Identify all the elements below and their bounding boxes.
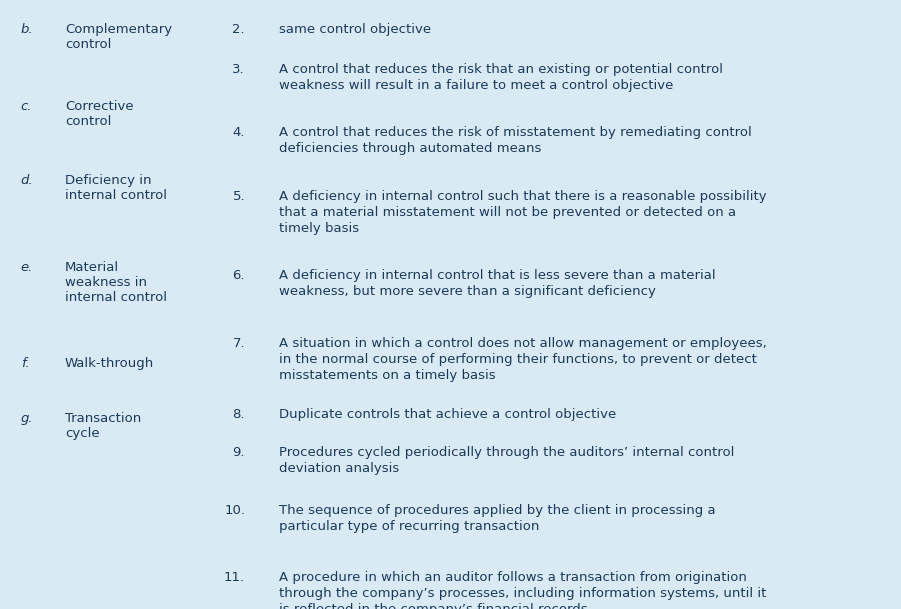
Text: f.: f.	[21, 357, 30, 370]
Text: A situation in which a control does not allow management or employees,
in the no: A situation in which a control does not …	[279, 337, 767, 382]
Text: Corrective
control: Corrective control	[65, 100, 133, 128]
Text: 2.: 2.	[232, 23, 245, 36]
Text: e.: e.	[21, 261, 33, 273]
Text: 6.: 6.	[232, 269, 245, 282]
Text: 4.: 4.	[232, 126, 245, 139]
Text: 7.: 7.	[232, 337, 245, 350]
Text: A control that reduces the risk that an existing or potential control
weakness w: A control that reduces the risk that an …	[279, 63, 724, 93]
Text: Duplicate controls that achieve a control objective: Duplicate controls that achieve a contro…	[279, 408, 616, 421]
Text: 3.: 3.	[232, 63, 245, 76]
Text: A control that reduces the risk of misstatement by remediating control
deficienc: A control that reduces the risk of misst…	[279, 126, 752, 155]
Text: Material
weakness in
internal control: Material weakness in internal control	[65, 261, 167, 304]
Text: Procedures cycled periodically through the auditors’ internal control
deviation : Procedures cycled periodically through t…	[279, 446, 734, 476]
Text: Deficiency in
internal control: Deficiency in internal control	[65, 174, 167, 202]
Text: Walk-through: Walk-through	[65, 357, 154, 370]
Text: Transaction
cycle: Transaction cycle	[65, 412, 141, 440]
Text: b.: b.	[21, 23, 33, 36]
Text: The sequence of procedures applied by the client in processing a
particular type: The sequence of procedures applied by th…	[279, 504, 716, 533]
Text: 11.: 11.	[224, 571, 245, 584]
Text: d.: d.	[21, 174, 33, 187]
Text: A deficiency in internal control that is less severe than a material
weakness, b: A deficiency in internal control that is…	[279, 269, 716, 298]
Text: 10.: 10.	[224, 504, 245, 516]
Text: c.: c.	[21, 100, 32, 113]
Text: g.: g.	[21, 412, 33, 425]
Text: A procedure in which an auditor follows a transaction from origination
through t: A procedure in which an auditor follows …	[279, 571, 767, 609]
Text: A deficiency in internal control such that there is a reasonable possibility
tha: A deficiency in internal control such th…	[279, 190, 767, 235]
Text: Complementary
control: Complementary control	[65, 23, 172, 51]
Text: 5.: 5.	[232, 190, 245, 203]
Text: same control objective: same control objective	[279, 23, 432, 36]
Text: 9.: 9.	[232, 446, 245, 459]
Text: 8.: 8.	[232, 408, 245, 421]
